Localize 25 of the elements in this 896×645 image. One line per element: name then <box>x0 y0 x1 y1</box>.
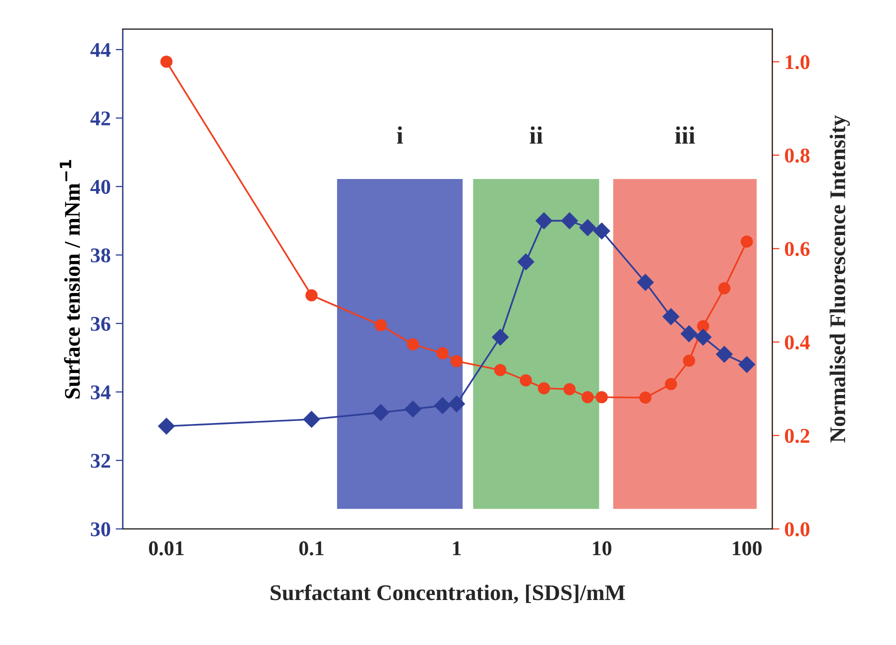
y2-tick-label: 0.8 <box>784 148 810 163</box>
x-tick-label: 10 <box>592 541 612 556</box>
y-tick-label: 38 <box>90 248 110 262</box>
y2-tick-label: 0.4 <box>784 335 810 350</box>
x-tick-label: 1 <box>453 541 461 556</box>
band-label: i <box>396 126 403 144</box>
y-tick-label: 34 <box>90 385 111 400</box>
x-tick-label: 0.01 <box>148 541 184 556</box>
y-tick-label: 44 <box>90 43 111 57</box>
y-tick-label: 40 <box>90 180 110 194</box>
y2-tick-label: 1.0 <box>786 55 810 70</box>
band-label: iii <box>675 126 695 144</box>
y2-tick-label: 0.0 <box>784 522 810 536</box>
y-tick-label: 32 <box>90 454 110 468</box>
x-tick-label: 0.1 <box>299 541 324 556</box>
y-tick-label: 42 <box>90 111 110 126</box>
y-tick-label: 30 <box>90 522 110 536</box>
band-label: ii <box>530 126 543 144</box>
y2-tick-label: 0.2 <box>784 428 810 443</box>
x-axis-title: Surfactant Concentration, [SDS]/mM <box>270 584 625 604</box>
y2-tick-label: 0.6 <box>784 242 810 256</box>
y-tick-label: 36 <box>90 316 110 331</box>
y2-axis-title: Normalised Fluorescence Intensity <box>830 115 850 443</box>
x-tick-label: 100 <box>732 541 762 556</box>
y-axis-title: Surface tension / mNm$^{−1}$ <box>60 160 80 398</box>
